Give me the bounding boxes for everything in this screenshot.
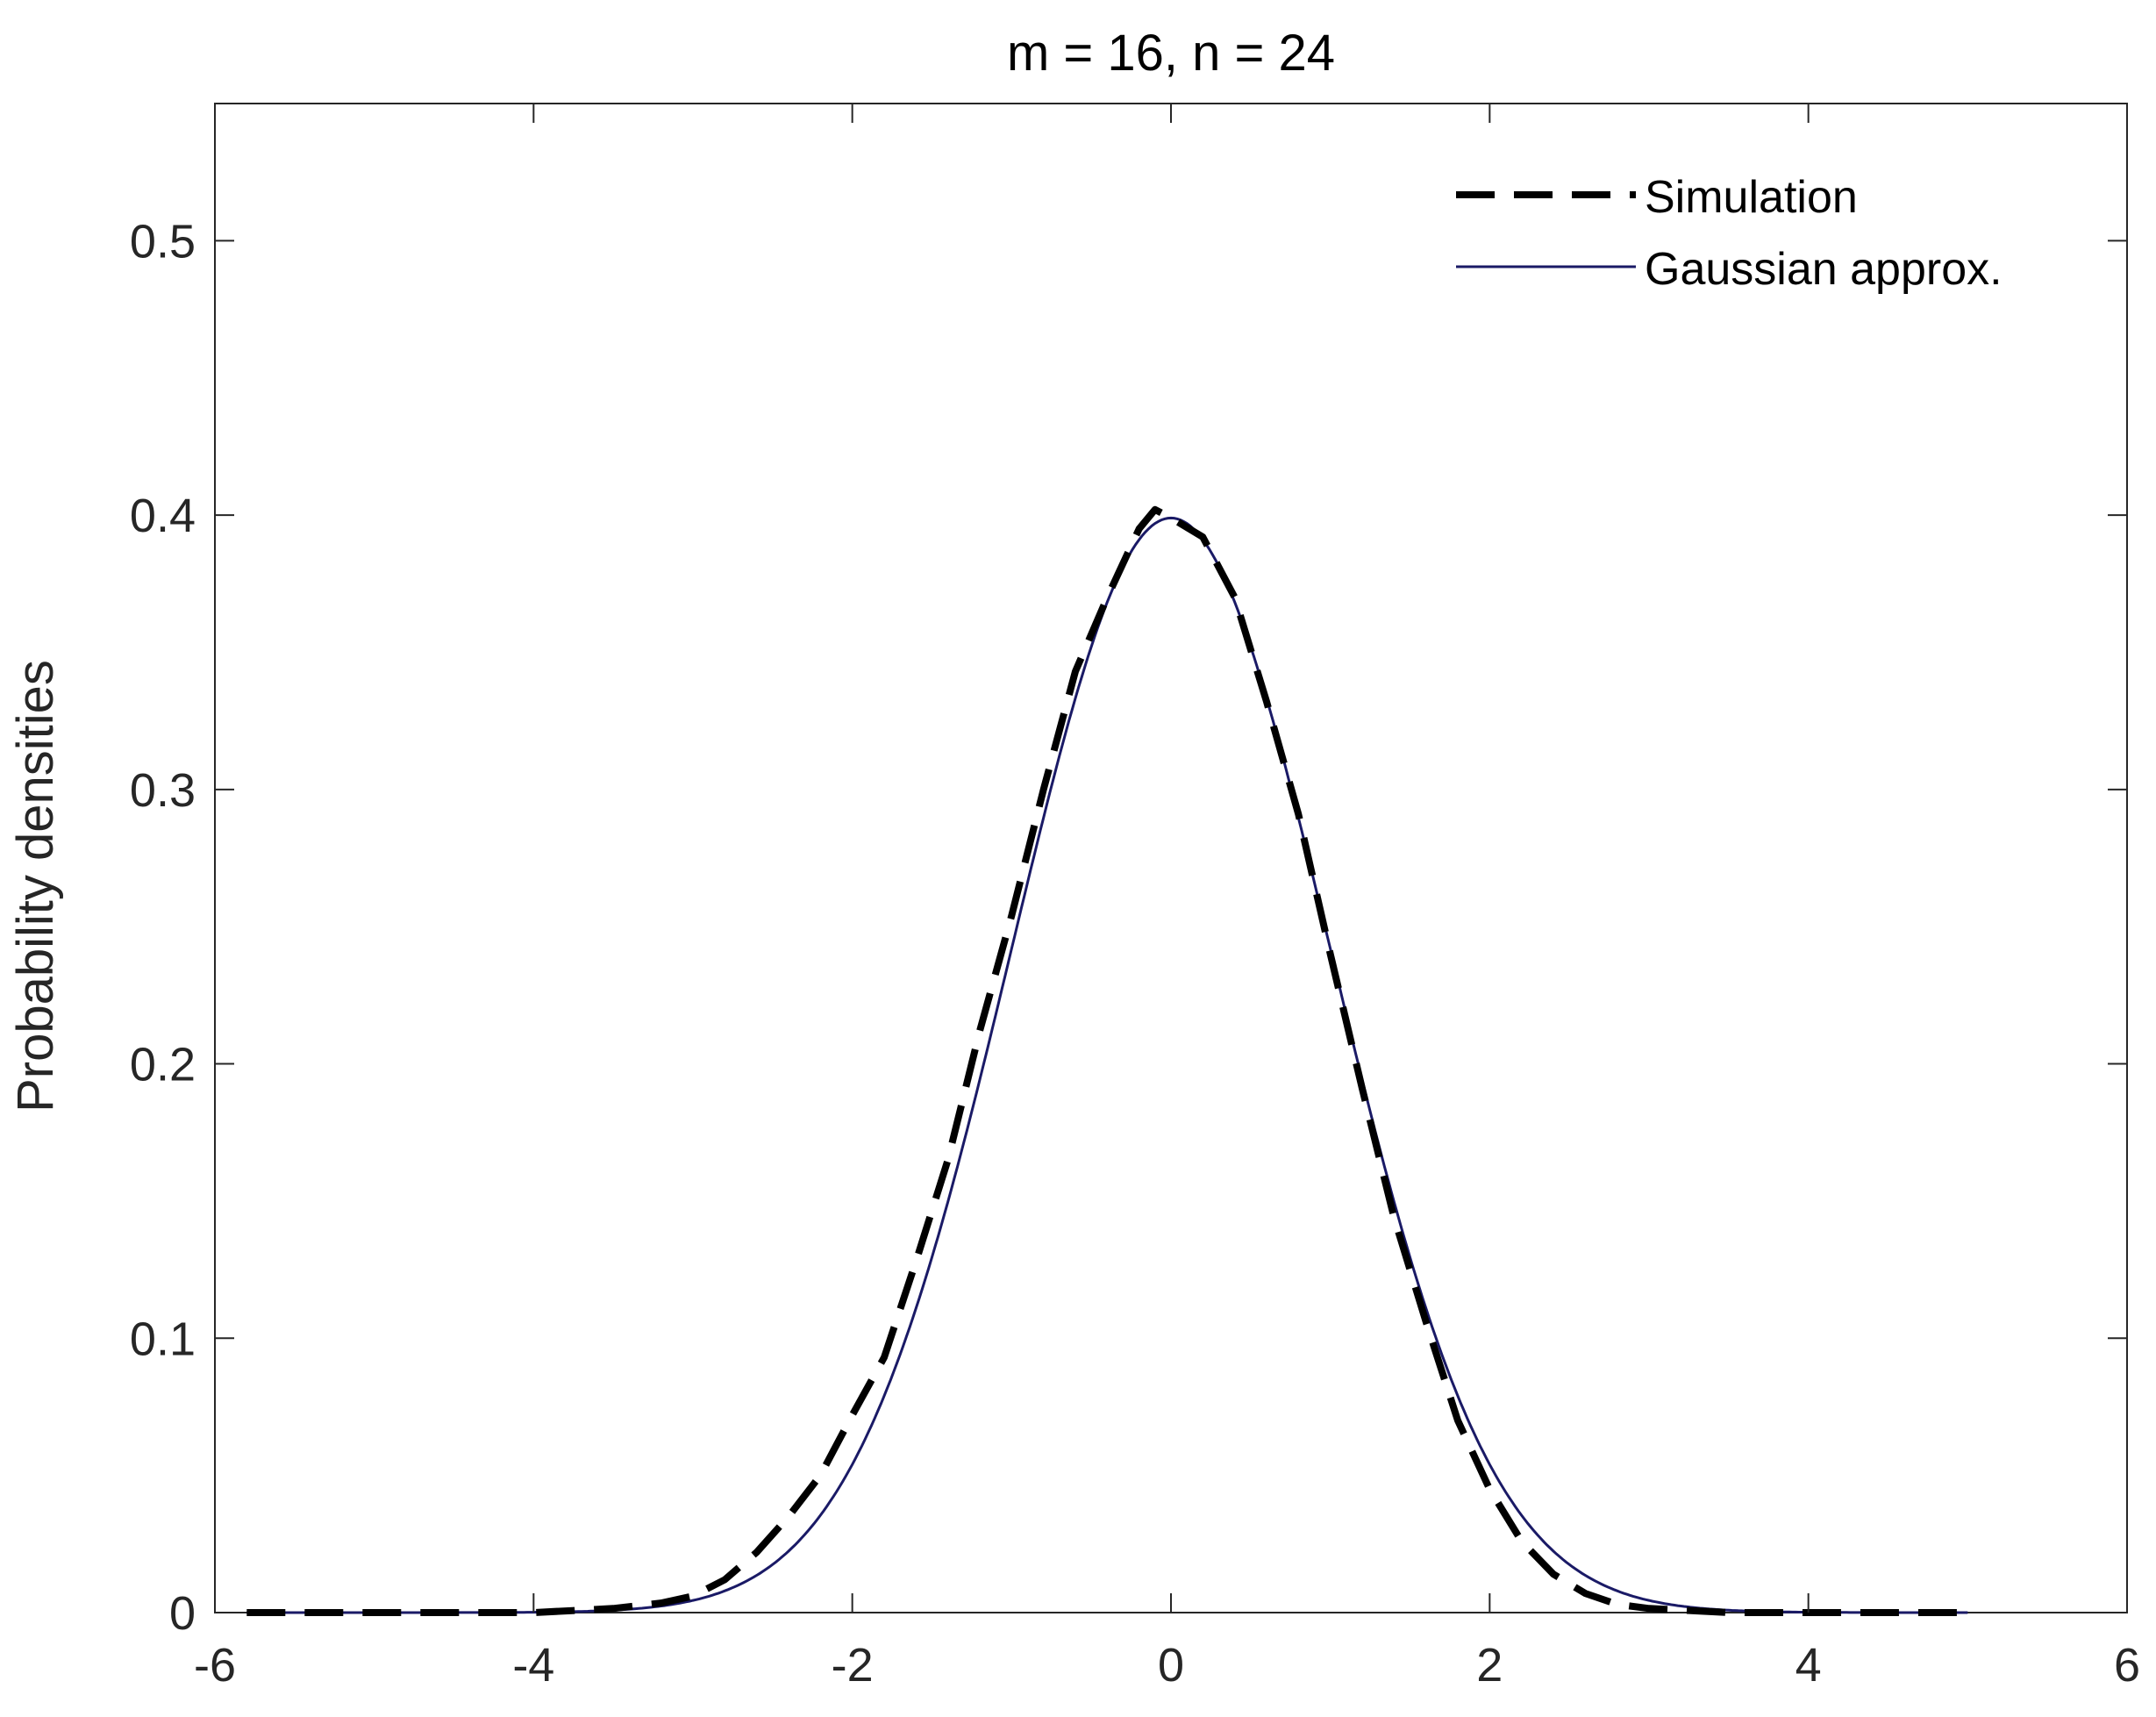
x-tick-label: 4 xyxy=(1795,1639,1822,1692)
legend-simulation-label: Simulation xyxy=(1645,172,1858,223)
y-tick-label: 0.3 xyxy=(130,764,196,817)
x-tick-label: 2 xyxy=(1476,1639,1503,1692)
y-axis-label: Probability densities xyxy=(7,660,64,1112)
x-tick-label: -2 xyxy=(832,1639,874,1692)
legend: Simulation Gaussian approx. xyxy=(1456,172,2003,295)
simulation-series xyxy=(246,505,1968,1616)
y-tick-label: 0.5 xyxy=(130,215,196,268)
gaussian-series xyxy=(246,516,1968,1614)
chart-title: m = 16, n = 24 xyxy=(1007,25,1335,82)
legend-gaussian-label: Gaussian approx. xyxy=(1645,244,2003,295)
y-tick-label: 0 xyxy=(169,1587,196,1640)
axis-ticks: -6 -4 -2 0 2 4 6 0 0.1 0.2 0.3 0.4 0.5 xyxy=(130,104,2140,1692)
x-tick-label: 0 xyxy=(1158,1639,1184,1692)
x-tick-label: 6 xyxy=(2114,1639,2140,1692)
y-tick-label: 0.1 xyxy=(130,1313,196,1365)
x-tick-label: -6 xyxy=(194,1639,236,1692)
y-tick-label: 0.2 xyxy=(130,1039,196,1091)
plot-area-frame xyxy=(214,103,2128,1613)
gaussian-approx-line xyxy=(246,516,1968,1614)
y-tick-label: 0.4 xyxy=(130,490,196,542)
x-tick-label: -4 xyxy=(512,1639,554,1692)
simulation-line xyxy=(246,505,1968,1616)
